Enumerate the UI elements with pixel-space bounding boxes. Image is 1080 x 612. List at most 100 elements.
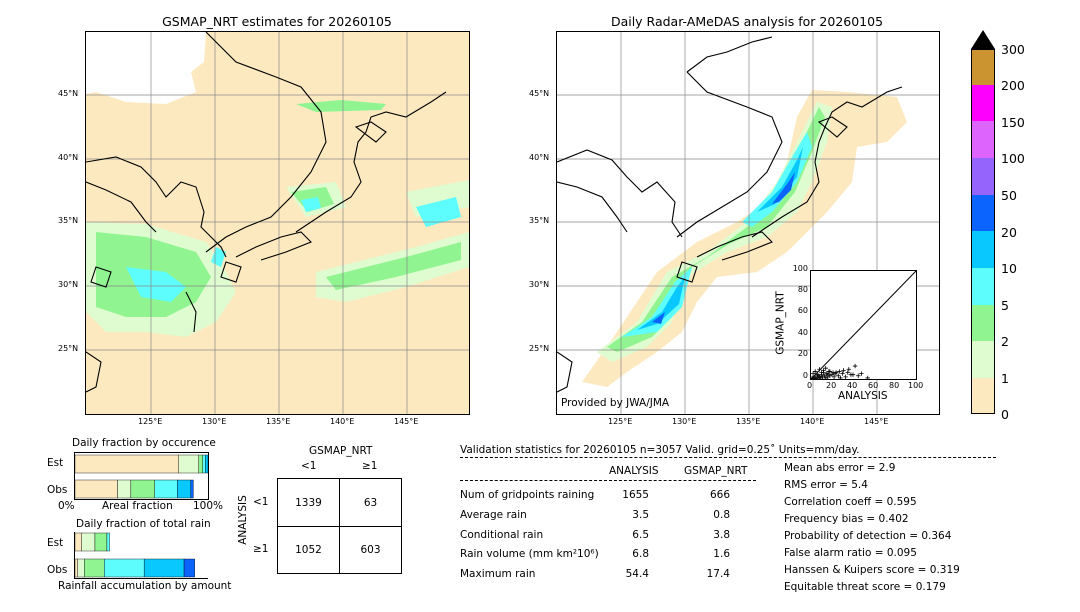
validation-col-rule bbox=[460, 480, 756, 481]
colorbar-label-200: 200 bbox=[1001, 78, 1025, 93]
colorbar-label-50: 50 bbox=[1001, 188, 1017, 203]
score-line: RMS error = 5.4 bbox=[784, 479, 868, 491]
right-lon-label-135: 135°E bbox=[736, 417, 761, 426]
colorbar-cell-1-2 bbox=[971, 341, 995, 378]
right-map-canvas bbox=[557, 32, 939, 414]
scatter-point bbox=[836, 373, 841, 378]
fraction-bar-segment bbox=[202, 454, 206, 474]
right-map-rain-3 bbox=[622, 132, 812, 337]
contingency-col-label-ge1: ≥1 bbox=[362, 460, 378, 472]
colorbar bbox=[971, 30, 995, 414]
occurrence-label-est: Est bbox=[47, 457, 64, 469]
validation-row-label: Maximum rain bbox=[460, 568, 536, 580]
scatter-ytick-100: 100 bbox=[792, 264, 808, 273]
colorbar-cell-150-200 bbox=[971, 85, 995, 121]
scatter-point bbox=[821, 368, 826, 373]
score-line: Equitable threat score = 0.179 bbox=[784, 581, 946, 593]
fraction-bar-segment bbox=[130, 479, 156, 499]
scatter-point bbox=[815, 372, 820, 377]
scatter-y-ticks: 100 80 60 40 20 0 bbox=[788, 264, 808, 389]
scatter-point bbox=[818, 375, 823, 381]
rain-fraction-label-obs: Obs bbox=[47, 564, 68, 576]
right-map-credit: Provided by JWA/JMA bbox=[561, 397, 670, 409]
scatter-point bbox=[843, 374, 848, 380]
colorbar-cell-0-1 bbox=[971, 378, 995, 414]
left-map-title: GSMAP_NRT estimates for 20260105 bbox=[162, 14, 392, 29]
left-map bbox=[85, 31, 470, 415]
colorbar-label-1: 1 bbox=[1001, 371, 1009, 386]
scatter-point bbox=[856, 373, 861, 378]
score-line: Mean abs error = 2.9 bbox=[784, 462, 896, 474]
scatter-xtick-40: 40 bbox=[847, 381, 858, 390]
rain-fraction-bars bbox=[74, 532, 195, 578]
occurrence-title: Daily fraction by occurence bbox=[72, 437, 216, 449]
fraction-bar-segment bbox=[81, 532, 96, 552]
scatter-ytick-60: 60 bbox=[797, 306, 808, 315]
scatter-point bbox=[822, 373, 827, 378]
validation-row-gsmap: 666 bbox=[709, 489, 730, 501]
validation-row-analysis: 6.8 bbox=[632, 548, 649, 560]
colorbar-cell-2-5 bbox=[971, 305, 995, 341]
left-map-coastline bbox=[86, 32, 447, 393]
scatter-point bbox=[850, 372, 856, 377]
validation-row-analysis: 54.4 bbox=[625, 568, 649, 580]
fraction-bar-segment bbox=[143, 558, 185, 578]
validation-col-analysis: ANALYSIS bbox=[609, 465, 659, 477]
colorbar-cell-200-300 bbox=[971, 49, 995, 86]
colorbar-extend-arrow bbox=[971, 30, 995, 49]
validation-row-label: Average rain bbox=[460, 509, 527, 521]
validation-col-gsmap: GSMAP_NRT bbox=[684, 465, 748, 477]
left-lon-label-135: 135°E bbox=[266, 417, 291, 426]
scatter-ytick-20: 20 bbox=[797, 349, 808, 358]
scatter-ytick-80: 80 bbox=[797, 285, 808, 294]
fraction-bar-segment bbox=[74, 558, 78, 578]
scatter-point bbox=[841, 368, 846, 373]
scatter-xtick-0: 0 bbox=[807, 381, 813, 390]
fraction-bar-segment bbox=[74, 454, 179, 474]
scatter-point bbox=[859, 371, 864, 376]
score-line: Hanssen & Kuipers score = 0.319 bbox=[784, 564, 960, 576]
right-map-coastline bbox=[557, 36, 903, 393]
colorbar-label-20: 20 bbox=[1001, 225, 1017, 240]
right-map bbox=[556, 31, 940, 415]
scatter-xtick-20: 20 bbox=[826, 381, 837, 390]
scatter-point bbox=[865, 375, 870, 381]
fraction-bar-segment bbox=[198, 454, 203, 474]
right-map-rain-5 bbox=[652, 172, 795, 324]
right-lon-label-145: 145°E bbox=[864, 417, 889, 426]
fraction-bar-segment bbox=[84, 558, 105, 578]
colorbar-cell-100-150 bbox=[971, 121, 995, 158]
scatter-point bbox=[816, 373, 821, 378]
left-lat-label-40: 40°N bbox=[58, 153, 79, 162]
left-lat-label-35: 35°N bbox=[58, 216, 79, 225]
contingency-cell-01: 63 bbox=[363, 497, 378, 509]
colorbar-cell-20-50 bbox=[971, 195, 995, 231]
left-map-grid bbox=[86, 32, 469, 414]
left-lat-label-30: 30°N bbox=[58, 280, 79, 289]
occurrence-xlabel: Areal fraction bbox=[102, 500, 173, 512]
contingency-col-header: GSMAP_NRT bbox=[309, 445, 373, 457]
scatter-point bbox=[819, 370, 824, 375]
validation-row-analysis: 6.5 bbox=[632, 529, 649, 541]
scatter-point bbox=[813, 369, 818, 374]
left-lat-label-45: 45°N bbox=[58, 89, 79, 98]
contingency-col-label-lt1: <1 bbox=[301, 460, 317, 472]
scatter-point bbox=[838, 375, 843, 381]
scatter-ylabel: GSMAP_NRT bbox=[774, 291, 787, 355]
left-lat-label-25: 25°N bbox=[58, 344, 79, 353]
scatter-xtick-80: 80 bbox=[889, 381, 900, 390]
scatter-point bbox=[824, 371, 829, 376]
scatter-panel bbox=[809, 270, 917, 382]
validation-row-analysis: 1655 bbox=[622, 489, 649, 501]
scatter-point bbox=[825, 372, 830, 377]
colorbar-label-100: 100 bbox=[1001, 151, 1025, 166]
scatter-point bbox=[813, 374, 818, 380]
score-line: False alarm ratio = 0.095 bbox=[784, 547, 917, 559]
fraction-bar-segment bbox=[74, 532, 82, 552]
validation-row-label: Rain volume (mm km²10⁶) bbox=[460, 548, 599, 560]
scatter-xtick-60: 60 bbox=[868, 381, 879, 390]
score-line: Correlation coeff = 0.595 bbox=[784, 496, 917, 508]
scatter-point bbox=[837, 369, 842, 374]
validation-header-rule bbox=[460, 457, 996, 458]
score-line: Frequency bias = 0.402 bbox=[784, 513, 909, 525]
